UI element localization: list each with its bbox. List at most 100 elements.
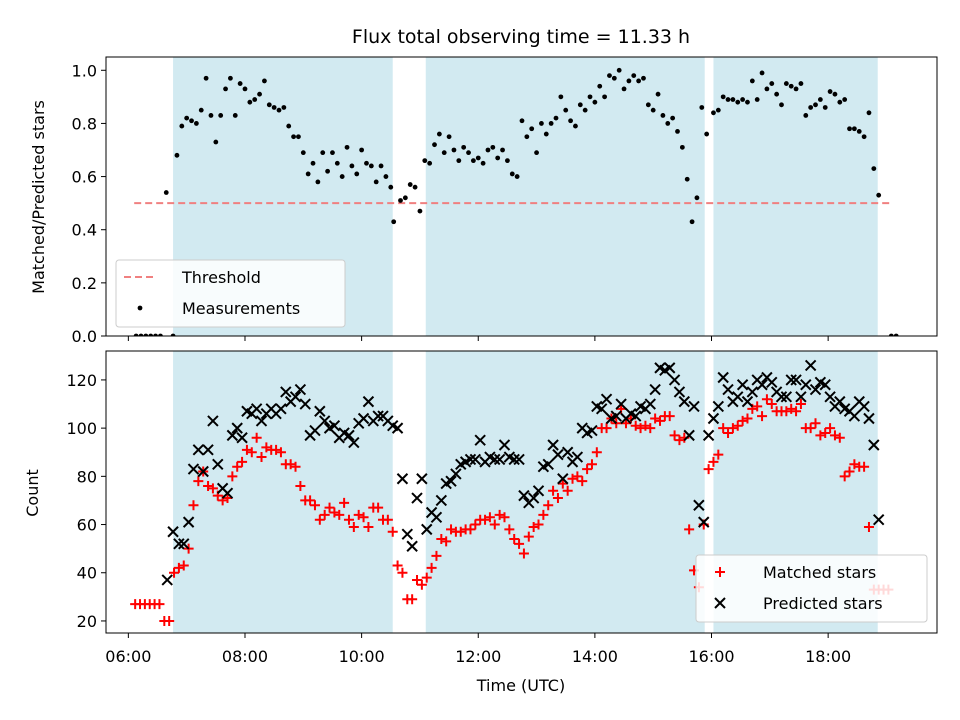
predicted-star-point (775, 391, 788, 403)
x-tick-label: 08:00 (222, 647, 268, 666)
predicted-star-point (527, 492, 540, 504)
predicted-star-point (309, 424, 321, 437)
measurement-point (587, 94, 593, 100)
measurement-point (817, 97, 823, 102)
predicted-star-point (474, 434, 486, 446)
measurement-point (832, 91, 838, 97)
measurement-point (893, 333, 899, 336)
predicted-star-point (542, 458, 554, 470)
measurement-point (548, 121, 554, 126)
measurement-point (485, 147, 491, 153)
predicted-star-point (872, 514, 885, 526)
measurement-point (735, 99, 741, 105)
matched-star-point (708, 456, 719, 467)
measurement-point (699, 105, 705, 110)
matched-star-point (392, 560, 403, 571)
x-tick-label: 12:00 (455, 647, 501, 666)
matched-star-point (514, 538, 525, 549)
measurement-point (378, 163, 384, 169)
measurement-point (252, 97, 258, 102)
measurement-point (730, 97, 736, 102)
matched-star-point (275, 447, 286, 458)
measurement-point (543, 131, 549, 137)
matched-star-point (523, 531, 534, 542)
measurement-point (553, 115, 559, 121)
y-tick-label: 20 (77, 612, 97, 631)
measurement-point (866, 110, 872, 116)
measurement-point (636, 78, 642, 84)
measurement-point (563, 107, 569, 113)
matched-star-point (844, 466, 855, 477)
matched-star-point (295, 480, 306, 491)
y-tick-label: 0.6 (72, 168, 97, 187)
top-y-axis-label: Matched/Predicted stars (29, 100, 48, 294)
bottom-panel: 20 40 60 80 100 120 Matched stars Predicted sta… (66, 350, 938, 638)
measurement-point (349, 163, 355, 169)
measurement-point (783, 81, 789, 86)
predicted-star-point (430, 511, 443, 524)
matched-star-point (839, 471, 850, 482)
matched-star-point (577, 476, 588, 487)
y-tick-label: 100 (66, 419, 97, 438)
observing-interval-shade (713, 57, 878, 336)
measurement-point (257, 91, 262, 97)
measurement-point (847, 126, 852, 132)
measurement-point (213, 139, 219, 145)
measurement-point (271, 105, 277, 110)
observing-interval-shade (173, 351, 393, 633)
predicted-star-point (236, 432, 248, 444)
predicted-star-point (552, 448, 564, 461)
measurement-point (720, 94, 726, 100)
x-tick-labels: 06:00 08:00 10:00 12:00 14:00 16:00 18:00 (105, 647, 851, 666)
predicted-star-point (221, 487, 234, 499)
measurement-point (490, 144, 496, 150)
predicted-star-point (732, 391, 744, 403)
x-tick-label: 06:00 (105, 647, 151, 666)
measurement-point (266, 102, 272, 108)
measurement-point (364, 160, 369, 166)
measurement-point (813, 102, 818, 108)
matched-star-point (742, 413, 753, 424)
measurement-point (368, 163, 374, 169)
predicted-star-point (780, 391, 793, 403)
matched-star-point (543, 500, 554, 511)
predicted-star-point (508, 453, 520, 466)
predicted-star-point (498, 439, 511, 451)
predicted-star-point (396, 473, 409, 485)
measurement-point (407, 182, 413, 187)
measurement-point (174, 152, 180, 158)
measurement-point (645, 102, 651, 108)
matched-star-point (825, 423, 836, 434)
predicted-star-point (250, 403, 263, 415)
measurement-point (446, 134, 452, 140)
predicted-star-point (800, 379, 812, 391)
measurement-point (223, 86, 228, 92)
matched-star-point (859, 461, 870, 472)
measurement-point (769, 81, 775, 86)
measurement-point (432, 142, 437, 148)
measurement-point (133, 333, 139, 336)
predicted-star-point (348, 436, 360, 449)
measurement-point (842, 97, 848, 102)
x-axis-label: Time (UTC) (476, 676, 565, 695)
predicted-star-point (790, 374, 802, 386)
measurement-point (774, 91, 780, 97)
measurement-point (300, 150, 306, 156)
measurement-point (470, 158, 476, 164)
predicted-star-point (547, 439, 559, 451)
predicted-star-point (595, 403, 608, 415)
predicted-star-point (809, 383, 822, 396)
matched-star-point (766, 399, 777, 410)
measurement-point (296, 134, 301, 140)
matched-star-point (363, 521, 374, 532)
matched-star-point (538, 509, 549, 520)
matched-star-point (421, 572, 432, 583)
matched-star-point (227, 471, 238, 482)
y-tick-label: 1.0 (72, 61, 97, 80)
matched-star-point (499, 512, 510, 523)
measurement-point (466, 150, 471, 156)
measurement-point (626, 78, 632, 84)
predicted-star-point (756, 379, 768, 391)
measurement-point (798, 81, 804, 86)
measurement-point (391, 219, 397, 225)
